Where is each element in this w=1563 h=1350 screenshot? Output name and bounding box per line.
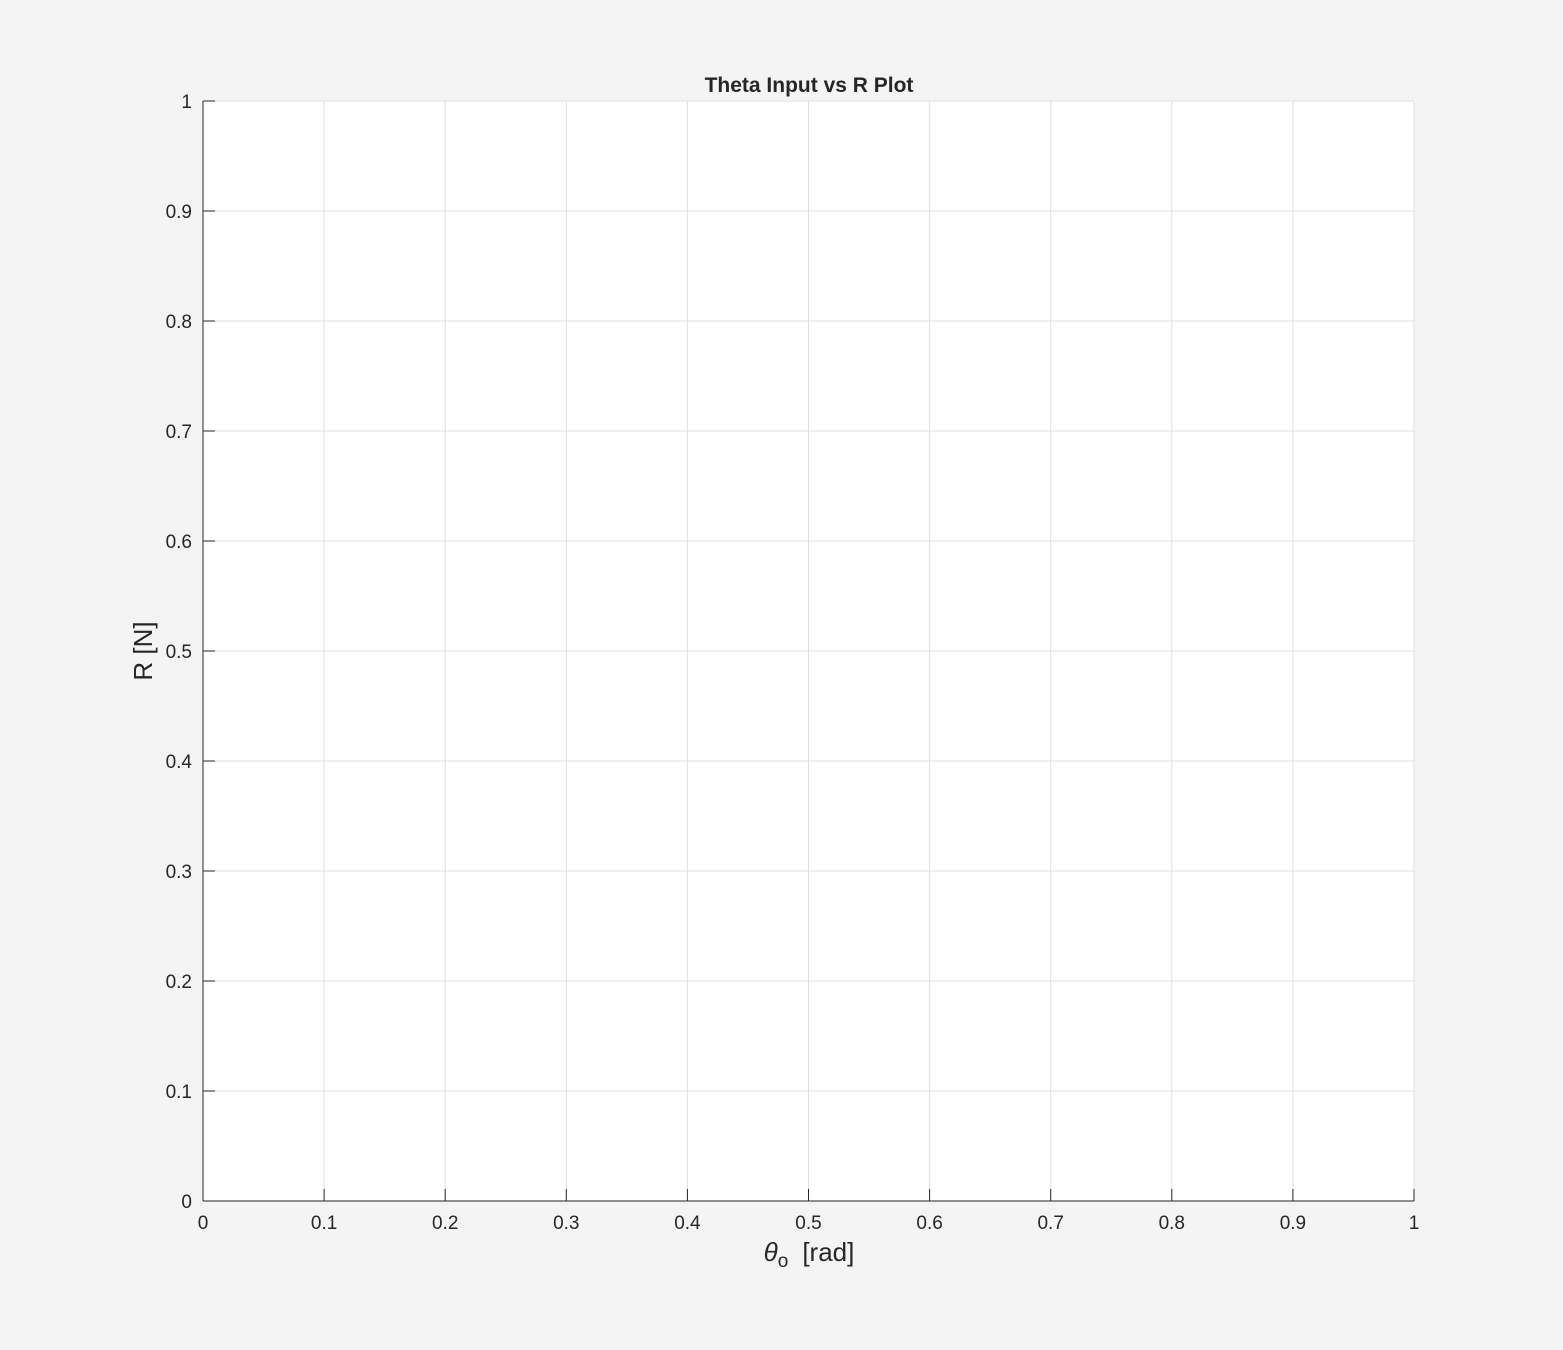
x-axis-label-symbol: θ (764, 1237, 778, 1267)
x-tick-label: 0.7 (1037, 1213, 1063, 1234)
x-tick-label: 0.8 (1159, 1213, 1185, 1234)
y-tick-label: 0.9 (166, 202, 192, 223)
x-axis-label-unit: [rad] (802, 1237, 854, 1267)
y-tick-label: 0.6 (166, 532, 192, 553)
chart-title: Theta Input vs R Plot (705, 74, 914, 97)
y-tick-label: 0.4 (166, 752, 193, 773)
x-tick-label: 0.5 (795, 1213, 821, 1234)
y-tick-label: 0.5 (166, 642, 192, 663)
x-tick-label: 0.6 (916, 1213, 942, 1234)
x-axis-label-subscript: o (778, 1251, 789, 1272)
y-tick-label: 0.2 (166, 972, 192, 993)
y-tick-label: 0.7 (166, 422, 192, 443)
y-tick-label: 0.8 (166, 312, 192, 333)
x-tick-label: 1 (1409, 1213, 1420, 1234)
y-tick-label: 0.3 (166, 862, 192, 883)
y-tick-label: 1 (181, 92, 192, 113)
x-tick-label: 0 (198, 1213, 209, 1234)
x-tick-label: 0.2 (432, 1213, 458, 1234)
y-axis-label: R [N] (128, 621, 158, 680)
x-tick-label: 0.9 (1280, 1213, 1306, 1234)
x-tick-label: 0.4 (674, 1213, 701, 1234)
x-tick-label: 0.1 (311, 1213, 337, 1234)
x-axis-label: θo [rad] (764, 1237, 855, 1272)
x-tick-label: 0.3 (553, 1213, 579, 1234)
y-tick-label: 0.1 (166, 1082, 192, 1103)
y-tick-label: 0 (181, 1192, 192, 1213)
